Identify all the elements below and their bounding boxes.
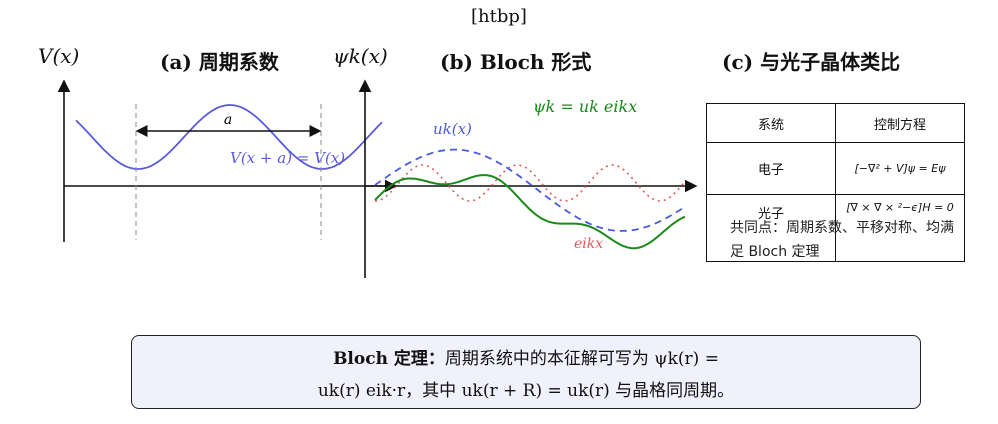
panel-c-title: (c) 与光子晶体类比 [722, 50, 901, 74]
panel-a-ylabel: V(x) [38, 44, 80, 68]
placement-specifier: [htbp] [471, 6, 527, 27]
exp-wave-curve [374, 164, 686, 202]
period-label: a [224, 112, 232, 128]
psi-label: ψk = uk eikx [533, 97, 637, 116]
common-points-note: 共同点：周期系数、平移对称、均满足 Bloch 定理 [730, 220, 954, 260]
u-function-curve [374, 148, 686, 232]
table-cell-equation: [−∇² + V]ψ = Eψ [835, 142, 965, 195]
bloch-wave-curve [374, 174, 686, 250]
table-cell-system: 电子 [706, 142, 836, 195]
exp-label: eikx [574, 236, 603, 252]
table-cell-equation: [∇ × ∇ × ²−ϵ]H = 0 [835, 194, 965, 262]
bloch-theorem-box: Bloch 定理：周期系统中的本征解可写为 ψk(r) = uk(r) eik·… [131, 335, 921, 409]
analogy-table: 系统 控制方程 电子 [−∇² + V]ψ = Eψ 光子 [∇ × ∇ × ²… [706, 103, 965, 262]
panel-b-title: (b) Bloch 形式 [440, 50, 592, 74]
panel-b-ylabel: ψk(x) [333, 44, 388, 68]
table-header-equation: 控制方程 [835, 103, 965, 143]
potential-curve [75, 104, 383, 170]
panel-a-title: (a) 周期系数 [160, 50, 279, 74]
u-label: uk(x) [433, 120, 472, 138]
theorem-line-2: uk(r) eik·r，其中 uk(r + R) = uk(r) 与晶格同周期。 [317, 381, 735, 401]
theorem-title: Bloch 定理： [333, 349, 445, 369]
theorem-line-1-text: 周期系统中的本征解可写为 ψk(r) = [444, 349, 719, 369]
theorem-line-1: Bloch 定理：周期系统中的本征解可写为 ψk(r) = [132, 344, 920, 369]
table-header-system: 系统 [706, 103, 836, 143]
periodicity-equation: V(x + a) = V(x) [230, 149, 345, 167]
bloch-diagram: a V(x + a) = V(x) x uk(x) ψk = uk eikx e… [57, 79, 698, 278]
